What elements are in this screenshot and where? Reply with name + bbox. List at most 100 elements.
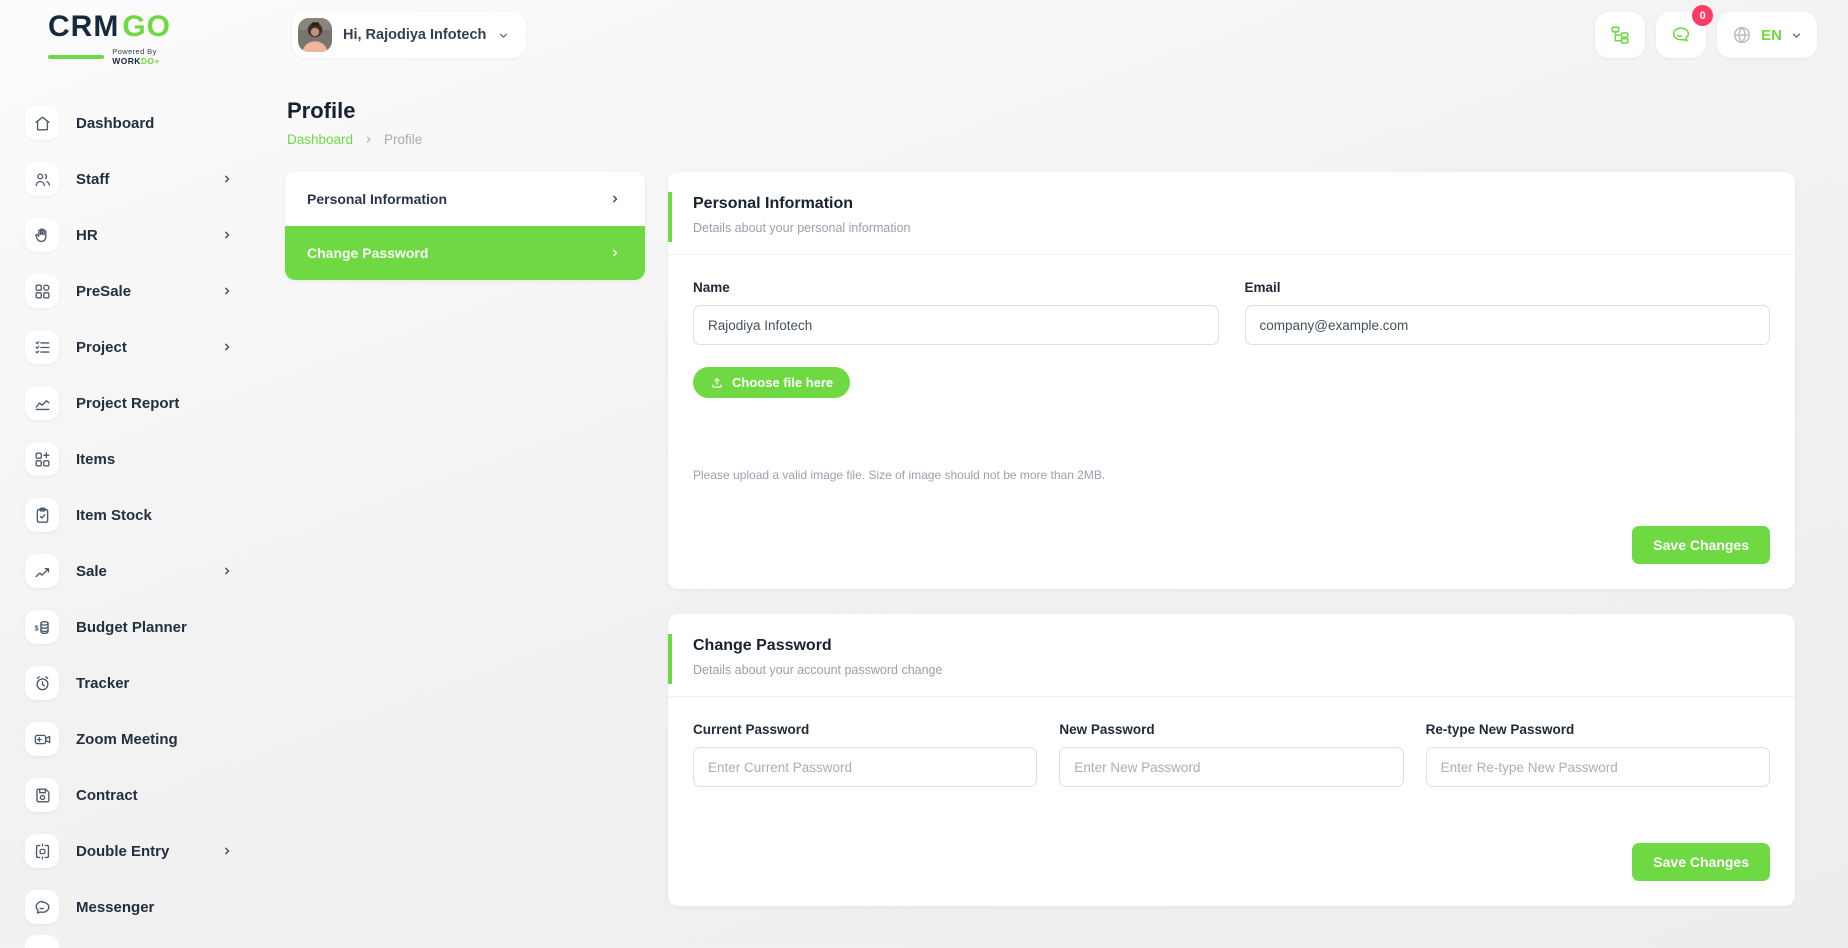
trend-up-icon	[25, 554, 59, 588]
header-actions: 0 EN	[1595, 5, 1817, 58]
chevron-right-icon	[221, 845, 233, 857]
hand-icon	[25, 218, 59, 252]
save-personal-button[interactable]: Save Changes	[1632, 526, 1770, 564]
card-subtitle: Details about your personal information	[693, 221, 911, 235]
sidebar-item-label: Budget Planner	[76, 618, 187, 636]
sidebar-item-label: Project	[76, 338, 127, 356]
breadcrumb-current: Profile	[384, 132, 423, 147]
chevron-right-icon	[221, 565, 233, 577]
language-selector[interactable]: EN	[1717, 12, 1817, 58]
logo-underline	[48, 54, 105, 59]
sidebar-item-staff[interactable]: Staff	[0, 151, 283, 207]
chevron-down-icon	[1790, 29, 1803, 42]
chevron-right-icon	[221, 229, 233, 241]
sidebar-item-tracker[interactable]: Tracker	[0, 655, 283, 711]
logo-powered-by: Powered By WORKDO+	[112, 47, 160, 66]
globe-icon	[1731, 24, 1753, 46]
breadcrumb: Dashboard Profile	[287, 132, 422, 147]
ledger-icon	[25, 834, 59, 868]
profile-tabs-card: Personal Information Change Password	[285, 172, 645, 280]
tab-personal-information[interactable]: Personal Information	[285, 172, 645, 226]
sidebar-item-project[interactable]: Project	[0, 319, 283, 375]
chevron-down-icon	[497, 29, 510, 42]
email-label: Email	[1244, 280, 1281, 295]
card-title: Change Password	[693, 637, 832, 654]
sidebar-item-project-report[interactable]: Project Report	[0, 375, 283, 431]
sidebar-item-label: Sale	[76, 562, 107, 580]
grid-icon	[25, 274, 59, 308]
plan-button[interactable]	[1595, 12, 1646, 58]
page-title: Profile	[287, 98, 356, 123]
sidebar-item-label: PreSale	[76, 282, 132, 300]
new-password-label: New Password	[1059, 722, 1155, 737]
app-logo[interactable]: CRM GO Powered By WORKDO+	[48, 12, 198, 66]
sidebar-item-zoom-meeting[interactable]: Zoom Meeting	[0, 711, 283, 767]
save-password-button[interactable]: Save Changes	[1632, 843, 1770, 881]
change-password-card: Change Password Details about your accou…	[668, 614, 1795, 906]
chevron-right-icon	[221, 285, 233, 297]
sidebar-item-label: Staff	[76, 170, 110, 188]
card-title: Personal Information	[693, 195, 854, 212]
logo-crm-text: CRM	[48, 10, 120, 43]
sidebar-item-messenger[interactable]: Messenger	[0, 879, 283, 935]
upload-icon	[710, 376, 724, 390]
sidebar-item-label: Items	[76, 450, 116, 468]
retype-password-label: Re-type New Password	[1425, 722, 1575, 737]
messages-badge: 0	[1692, 5, 1714, 26]
chevron-right-icon	[221, 341, 233, 353]
sidebar-item-label: Zoom Meeting	[76, 730, 178, 748]
chevron-right-icon	[609, 247, 621, 259]
hidden-icon	[25, 935, 59, 948]
video-camera-icon	[25, 722, 59, 756]
sidebar-item-label: HR	[76, 226, 98, 244]
email-field[interactable]	[1244, 305, 1770, 345]
chat-bubble-icon	[25, 890, 59, 924]
users-icon	[25, 162, 59, 196]
sidebar-item-label: Contract	[76, 786, 138, 804]
chevron-right-icon	[221, 173, 233, 185]
sidebar-item-label: Messenger	[76, 898, 155, 916]
sidebar-item-label: Project Report	[76, 394, 180, 412]
logo-go-text: GO	[122, 10, 171, 43]
sidebar-item-item-stock[interactable]: Item Stock	[0, 487, 283, 543]
user-menu[interactable]: Hi, Rajodiya Infotech	[292, 12, 527, 58]
alarm-clock-icon	[25, 666, 59, 700]
choose-file-button[interactable]: Choose file here	[693, 367, 851, 398]
sidebar-item-hr[interactable]: HR	[0, 207, 283, 263]
sidebar-item-label: Item Stock	[76, 506, 152, 524]
avatar	[298, 18, 332, 52]
coins-icon: $	[25, 610, 59, 644]
breadcrumb-separator-icon	[363, 134, 374, 145]
sidebar-item-budget-planner[interactable]: $ Budget Planner	[0, 599, 283, 655]
sidebar-item-double-entry[interactable]: Double Entry	[0, 823, 283, 879]
name-field[interactable]	[693, 305, 1219, 345]
breadcrumb-dashboard-link[interactable]: Dashboard	[287, 132, 354, 147]
messages-button[interactable]: 0	[1656, 5, 1714, 58]
sidebar-item-contract[interactable]: Contract	[0, 767, 283, 823]
card-subtitle: Details about your account password chan…	[693, 663, 943, 677]
personal-information-card: Personal Information Details about your …	[668, 172, 1795, 589]
sidebar-item-sale[interactable]: Sale	[0, 543, 283, 599]
sidebar-item-label: Tracker	[76, 674, 130, 692]
org-tree-icon	[1609, 24, 1631, 46]
home-icon	[25, 106, 59, 140]
new-password-field[interactable]	[1059, 747, 1404, 787]
tab-change-password[interactable]: Change Password	[285, 226, 645, 280]
sidebar-item-presale[interactable]: PreSale	[0, 263, 283, 319]
messages-icon	[1670, 24, 1692, 46]
sidebar-item-label: Dashboard	[76, 114, 155, 132]
chart-line-icon	[25, 386, 59, 420]
retype-password-field[interactable]	[1425, 747, 1770, 787]
grid-plus-icon	[25, 442, 59, 476]
user-greeting: Hi, Rajodiya Infotech	[343, 27, 487, 43]
chevron-right-icon	[609, 193, 621, 205]
name-label: Name	[693, 280, 730, 295]
svg-text:$: $	[34, 624, 38, 632]
sidebar-item-partial	[0, 935, 283, 948]
current-password-field[interactable]	[693, 747, 1038, 787]
sidebar-item-dashboard[interactable]: Dashboard	[0, 95, 283, 151]
sidebar-item-items[interactable]: Items	[0, 431, 283, 487]
clipboard-check-icon	[25, 498, 59, 532]
upload-note: Please upload a valid image file. Size o…	[693, 468, 1106, 482]
sidebar-item-label: Double Entry	[76, 842, 170, 860]
